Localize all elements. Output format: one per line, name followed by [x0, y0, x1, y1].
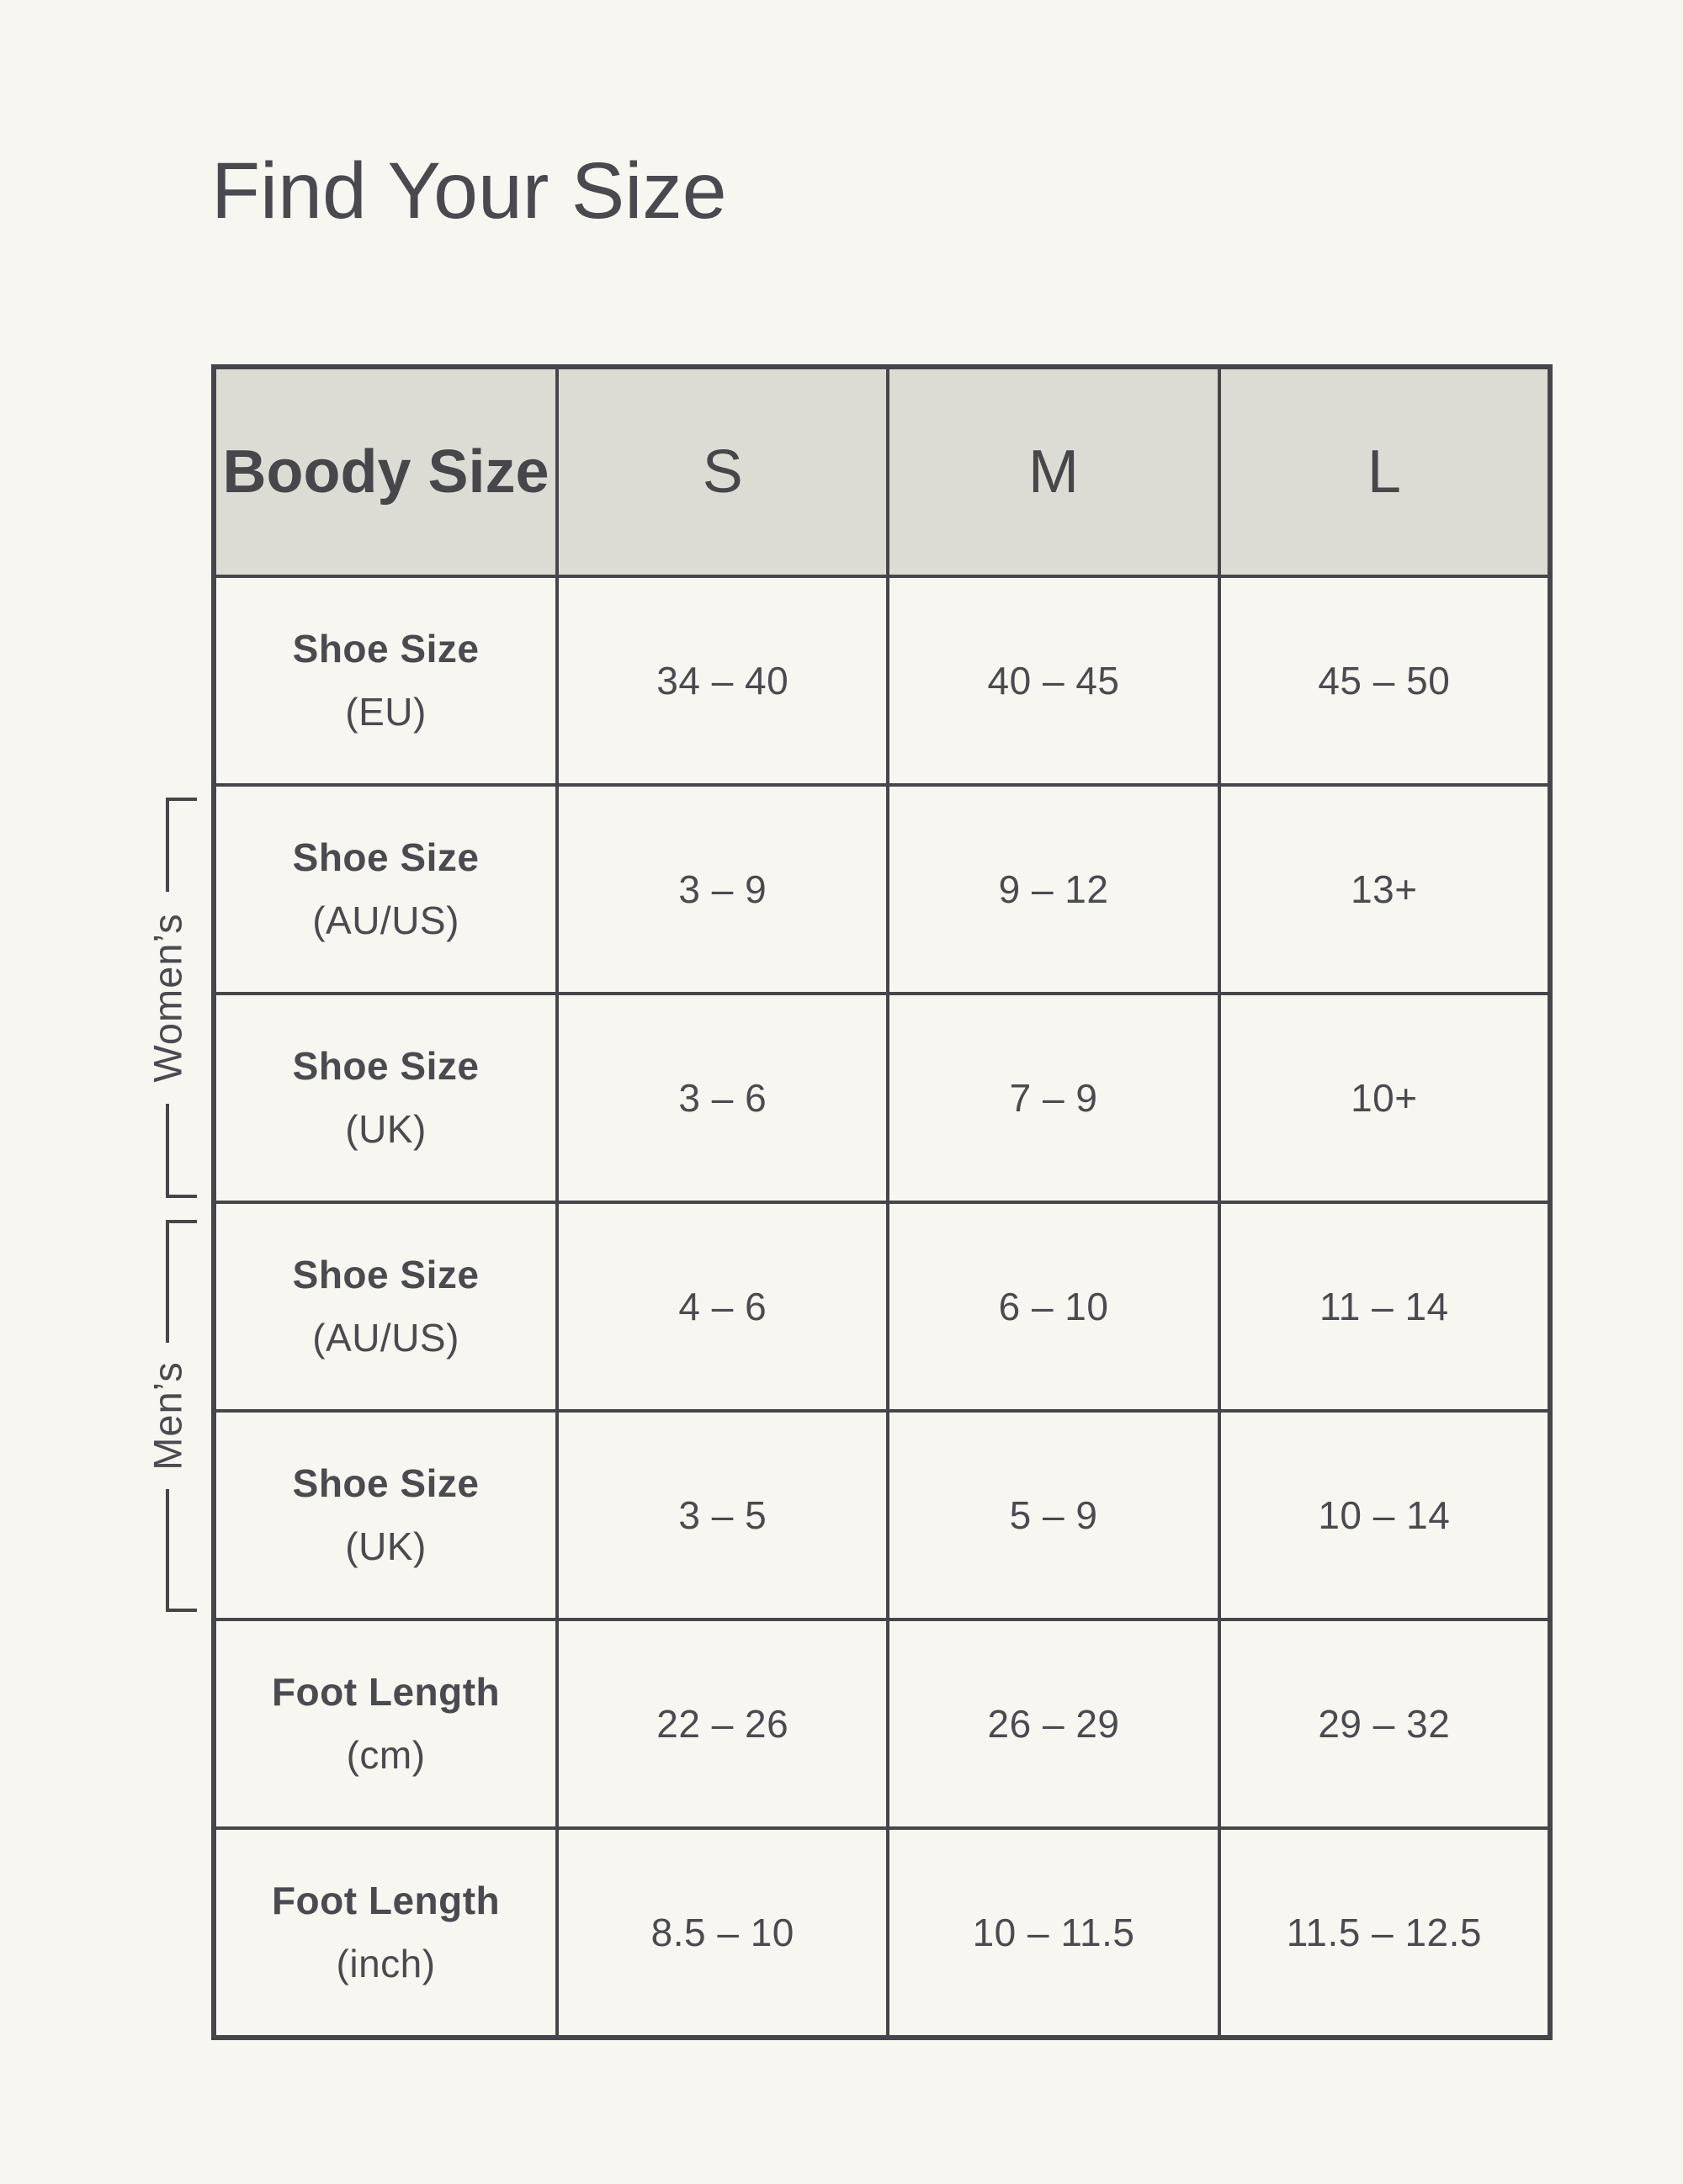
row-label: Shoe Size: [292, 1253, 480, 1297]
header-cell-boody-size: Boody Size: [211, 365, 560, 578]
bracket-line-top: [166, 798, 169, 892]
row-unit: (AU/US): [312, 1316, 459, 1360]
bracket-tick-bottom: [166, 1195, 197, 1198]
header-cell-size-m: M: [886, 365, 1221, 578]
row-label: Shoe Size: [292, 835, 480, 880]
cell-l-value: 45 – 50: [1217, 575, 1553, 787]
table-row-shoe-size-eu: Shoe Size (EU) 34 – 40 40 – 45 45 – 50: [211, 575, 1553, 787]
row-unit: (EU): [345, 690, 427, 734]
row-header-cell: Foot Length (inch): [211, 1826, 560, 2039]
row-unit: (inch): [336, 1942, 436, 1985]
cell-l-value: 11 – 14: [1217, 1201, 1553, 1413]
bracket-tick-bottom: [166, 1609, 197, 1612]
row-unit: (AU/US): [312, 899, 459, 942]
cell-m-value: 7 – 9: [886, 992, 1221, 1204]
cell-s-value: 34 – 40: [555, 575, 890, 787]
row-header-cell: Shoe Size (AU/US): [211, 1201, 560, 1413]
table-row-foot-length-inch: Foot Length (inch) 8.5 – 10 10 – 11.5 11…: [211, 1826, 1553, 2039]
cell-m-value: 5 – 9: [886, 1409, 1221, 1621]
row-header-cell: Shoe Size (AU/US): [211, 783, 560, 995]
bracket-line-bottom: [166, 1104, 169, 1198]
row-label: Shoe Size: [292, 1461, 480, 1506]
cell-m-value: 6 – 10: [886, 1201, 1221, 1413]
row-header-cell: Shoe Size (UK): [211, 992, 560, 1204]
bracket-tick-top: [166, 798, 197, 801]
cell-l-value: 10+: [1217, 992, 1553, 1204]
page-title: Find Your Size: [211, 146, 727, 236]
cell-s-value: 3 – 5: [555, 1409, 890, 1621]
header-cell-size-s: S: [555, 365, 890, 578]
bracket-line-bottom: [166, 1489, 169, 1612]
row-unit: (UK): [345, 1107, 427, 1151]
cell-l-value: 29 – 32: [1217, 1618, 1553, 1830]
womens-group-label: Women’s: [145, 913, 190, 1083]
bracket-tick-top: [166, 1220, 197, 1223]
cell-m-value: 9 – 12: [886, 783, 1221, 995]
row-unit: (cm): [346, 1733, 426, 1777]
row-unit: (UK): [345, 1524, 427, 1568]
cell-l-value: 10 – 14: [1217, 1409, 1553, 1621]
cell-s-value: 22 – 26: [555, 1618, 890, 1830]
cell-s-value: 8.5 – 10: [555, 1826, 890, 2039]
row-label: Shoe Size: [292, 627, 480, 671]
mens-group-bracket: Men’s: [146, 1220, 201, 1612]
womens-group-bracket: Women’s: [146, 798, 201, 1198]
row-header-cell: Shoe Size (EU): [211, 575, 560, 787]
mens-group-label: Men’s: [145, 1361, 190, 1471]
cell-s-value: 3 – 9: [555, 783, 890, 995]
cell-l-value: 11.5 – 12.5: [1217, 1826, 1553, 2039]
cell-s-value: 3 – 6: [555, 992, 890, 1204]
row-header-cell: Shoe Size (UK): [211, 1409, 560, 1621]
row-header-cell: Foot Length (cm): [211, 1618, 560, 1830]
row-label: Foot Length: [271, 1670, 501, 1715]
cell-m-value: 40 – 45: [886, 575, 1221, 787]
table-row-mens-shoe-size-uk: Shoe Size (UK) 3 – 5 5 – 9 10 – 14: [211, 1409, 1553, 1621]
table-header-row: Boody Size S M L: [211, 365, 1553, 578]
cell-m-value: 26 – 29: [886, 1618, 1221, 1830]
table-row-womens-shoe-size-auus: Shoe Size (AU/US) 3 – 9 9 – 12 13+: [211, 783, 1553, 995]
cell-l-value: 13+: [1217, 783, 1553, 995]
cell-s-value: 4 – 6: [555, 1201, 890, 1413]
row-label: Foot Length: [271, 1879, 501, 1923]
table-row-foot-length-cm: Foot Length (cm) 22 – 26 26 – 29 29 – 32: [211, 1618, 1553, 1830]
header-cell-size-l: L: [1217, 365, 1553, 578]
cell-m-value: 10 – 11.5: [886, 1826, 1221, 2039]
table-row-womens-shoe-size-uk: Shoe Size (UK) 3 – 6 7 – 9 10+: [211, 992, 1553, 1204]
table-row-mens-shoe-size-auus: Shoe Size (AU/US) 4 – 6 6 – 10 11 – 14: [211, 1201, 1553, 1413]
bracket-line-top: [166, 1220, 169, 1343]
row-label: Shoe Size: [292, 1044, 480, 1089]
size-table: Boody Size S M L Shoe Size (EU) 34 – 40 …: [211, 364, 1553, 2040]
